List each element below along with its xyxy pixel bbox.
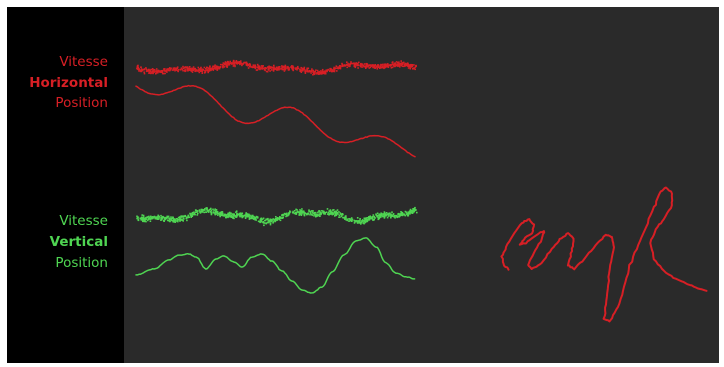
vertical-speed-trace	[136, 206, 418, 227]
vertical-position-label: Position	[55, 255, 108, 271]
handwriting-trace	[500, 186, 708, 323]
label-panel: Vitesse Horizontal Position Vitesse Vert…	[7, 7, 124, 363]
horizontal-position-trace	[135, 84, 416, 158]
signal-plot-canvas	[135, 59, 708, 323]
horizontal-axis-label: Horizontal	[29, 75, 108, 91]
vertical-axis-label: Vertical	[49, 234, 108, 250]
horizontal-position-label: Position	[55, 95, 108, 111]
visualization-frame: Vitesse Horizontal Position Vitesse Vert…	[7, 7, 719, 363]
vertical-position-trace	[135, 237, 416, 294]
vertical-speed-label: Vitesse	[59, 213, 108, 229]
horizontal-speed-label: Vitesse	[59, 54, 108, 70]
signal-plots	[124, 7, 719, 363]
horizontal-speed-trace	[136, 59, 417, 76]
